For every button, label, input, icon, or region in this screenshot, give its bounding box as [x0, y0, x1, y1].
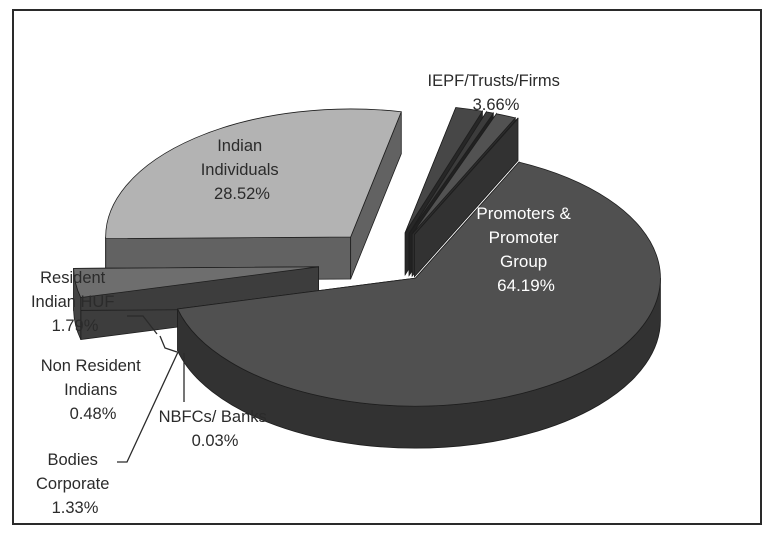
- leader-line-huf: [127, 315, 158, 335]
- pie-slice-promoters: [177, 161, 661, 449]
- label-resident-huf: Resident Indian HUF 1.79%: [31, 269, 119, 335]
- label-promoters: Promoters & Promoter Group 64.19%: [476, 204, 575, 295]
- leader-lines: [117, 315, 185, 463]
- label-indian-individuals: Indian Individuals 28.52%: [201, 137, 284, 203]
- label-nbfc-banks: NBFCs/ Banks 0.03%: [159, 408, 272, 450]
- pie-slice-nbfc-banks: [414, 117, 519, 278]
- pie-slice-iepf: [73, 266, 319, 341]
- label-iepf: IEPF/Trusts/Firms 3.66%: [428, 72, 565, 114]
- leader-line-nri: [159, 335, 178, 353]
- label-bodies-corporate: Bodies Corporate 1.33%: [36, 451, 114, 517]
- slices-layer: [73, 107, 661, 449]
- leader-line-bodies: [117, 351, 179, 463]
- label-non-resident: Non Resident Indians 0.48%: [41, 357, 146, 423]
